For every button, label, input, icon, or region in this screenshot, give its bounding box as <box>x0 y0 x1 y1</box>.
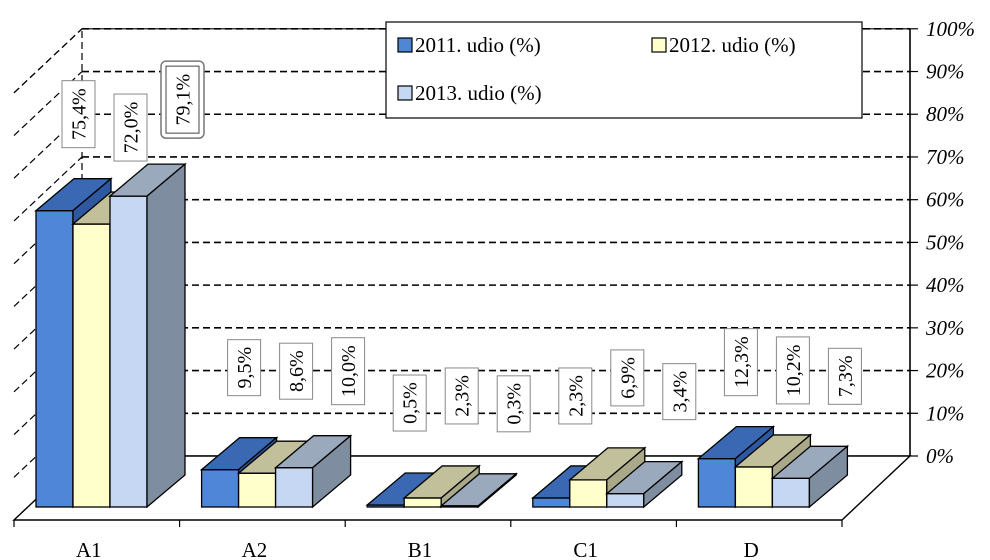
data-label: 0,5% <box>392 374 427 432</box>
y-tick-label: 50% <box>926 230 965 254</box>
data-labels: 75,4% 72,0% 79,1% 9,5% 8,6% 10,0% 0,5% 2,3% 0,3%… <box>61 60 862 433</box>
data-label-text: 0,3% <box>504 383 526 425</box>
bar <box>108 162 187 509</box>
bar <box>439 472 518 509</box>
legend-swatch <box>651 37 667 53</box>
legend-item[interactable]: 2011. udio (%) <box>397 33 541 57</box>
category-label: D <box>744 538 759 560</box>
y-tick-label: 70% <box>926 145 965 169</box>
gridline-side <box>13 28 83 94</box>
legend-label: 2012. udio (%) <box>669 33 796 57</box>
data-label: 10,0% <box>331 337 366 406</box>
y-tick-label: 0% <box>926 444 954 468</box>
data-label: 9,5% <box>227 339 262 397</box>
y-tick-label: 20% <box>926 359 965 383</box>
data-label-text: 9,5% <box>234 347 256 389</box>
data-label: 7,3% <box>827 347 862 405</box>
y-tick-label: 30% <box>925 316 965 340</box>
data-label: 79,1% <box>160 60 205 139</box>
legend-swatch <box>397 37 413 53</box>
y-tick-label: 100% <box>926 17 975 41</box>
data-label: 6,9% <box>610 349 645 407</box>
legend-box <box>385 21 863 119</box>
legend[interactable]: 2011. udio (%) 2012. udio (%) 2013. udio (… <box>385 21 863 119</box>
category-label: C1 <box>573 538 598 560</box>
data-label: 10,2% <box>775 336 810 405</box>
value-axis: 0% 10% 20% 30% 40% 50% 60% 70% 80% 90% 100% <box>909 17 975 468</box>
data-label: 3,4% <box>662 363 697 421</box>
data-label-text: 2,3% <box>452 375 474 417</box>
bars <box>34 162 850 509</box>
data-label-text: 79,1% <box>173 74 195 126</box>
data-label-text: 2,3% <box>565 375 587 417</box>
data-label-text: 72,0% <box>121 102 143 154</box>
data-label: 72,0% <box>113 93 148 162</box>
category-axis: A1 A2 B1 C1 D <box>13 520 843 560</box>
data-label: 12,3% <box>723 328 758 397</box>
data-label-text: 75,4% <box>69 88 91 140</box>
y-tick-label: 40% <box>926 273 965 297</box>
data-label-text: 0,5% <box>400 382 422 424</box>
data-label-text: 8,6% <box>286 350 308 392</box>
legend-item[interactable]: 2013. udio (%) <box>397 81 542 105</box>
data-label: 2,3% <box>444 367 479 425</box>
category-label: A2 <box>242 538 268 560</box>
data-label-text: 3,4% <box>669 371 691 413</box>
y-tick-label: 60% <box>926 188 965 212</box>
legend-item[interactable]: 2012. udio (%) <box>651 33 796 57</box>
data-label-text: 7,3% <box>835 355 857 397</box>
y-tick-label: 90% <box>926 60 965 84</box>
data-label-text: 6,9% <box>617 357 639 399</box>
data-label-text: 12,3% <box>731 336 753 388</box>
data-label-text: 10,2% <box>783 345 805 397</box>
bar <box>770 444 850 509</box>
legend-label: 2011. udio (%) <box>415 33 541 57</box>
category-label: B1 <box>408 538 433 560</box>
data-label: 2,3% <box>558 367 593 425</box>
bar <box>605 460 684 509</box>
y-tick-label: 10% <box>926 401 965 425</box>
data-label: 75,4% <box>61 80 96 149</box>
bar <box>273 434 353 509</box>
legend-swatch <box>397 85 413 101</box>
category-label: A1 <box>76 538 102 560</box>
data-label: 8,6% <box>279 342 314 400</box>
gridline-side <box>13 156 83 222</box>
data-label: 0,3% <box>496 375 531 433</box>
y-tick-label: 80% <box>926 102 965 126</box>
data-label-text: 10,0% <box>338 345 360 397</box>
legend-label: 2013. udio (%) <box>415 81 542 105</box>
